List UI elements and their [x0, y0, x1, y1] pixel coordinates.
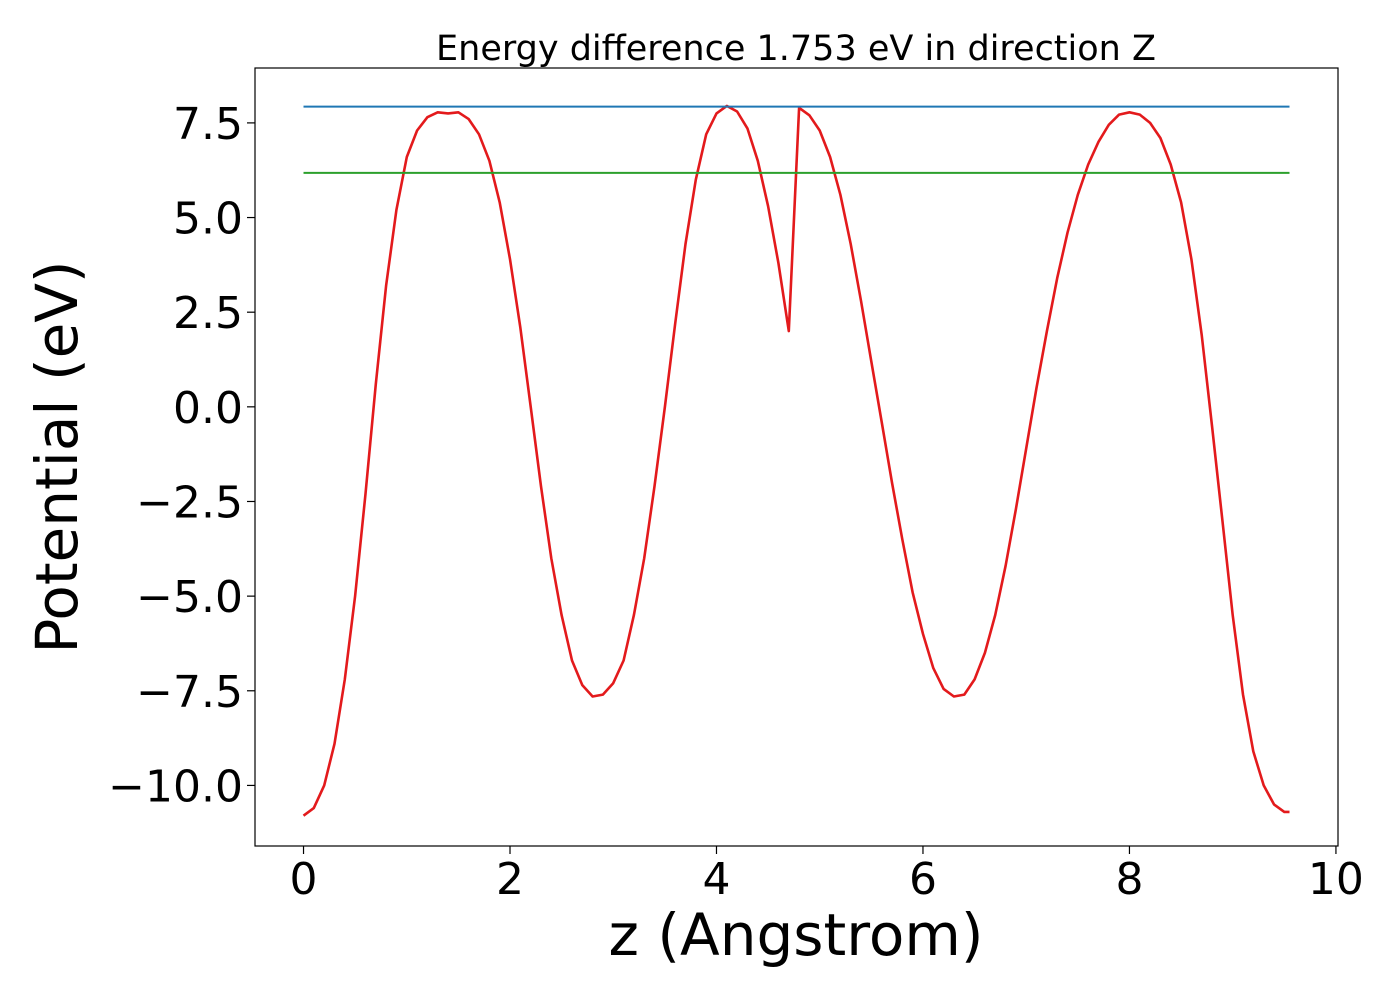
x-tick-label: 2 — [496, 854, 524, 905]
potential-curve — [302, 104, 1290, 817]
chart-title: Energy difference 1.753 eV in direction … — [436, 29, 1156, 69]
x-tick-label: 8 — [1115, 854, 1143, 905]
x-tick-label: 0 — [290, 854, 318, 905]
y-axis-label: Potential (eV) — [23, 260, 91, 653]
y-tick-label: −10.0 — [108, 761, 243, 812]
y-axis-ticks: −10.0 −7.5 −5.0 −2.5 0.0 2.5 5.0 7.5 — [108, 99, 255, 812]
y-tick-label: 2.5 — [173, 288, 243, 339]
y-tick-label: −7.5 — [136, 667, 243, 718]
x-axis-label: z (Angstrom) — [609, 901, 984, 969]
y-tick-label: 7.5 — [173, 99, 243, 150]
plot-area — [254, 67, 1339, 847]
y-tick-label: −5.0 — [136, 572, 243, 623]
x-tick-label: 10 — [1308, 854, 1364, 905]
x-axis-ticks: 0 2 4 6 8 10 — [290, 846, 1364, 905]
y-tick-label: 0.0 — [173, 383, 243, 434]
x-tick-label: 4 — [702, 854, 730, 905]
series-layer — [302, 104, 1290, 817]
y-tick-label: −2.5 — [136, 477, 243, 528]
x-tick-label: 6 — [909, 854, 937, 905]
y-tick-label: 5.0 — [173, 194, 243, 245]
